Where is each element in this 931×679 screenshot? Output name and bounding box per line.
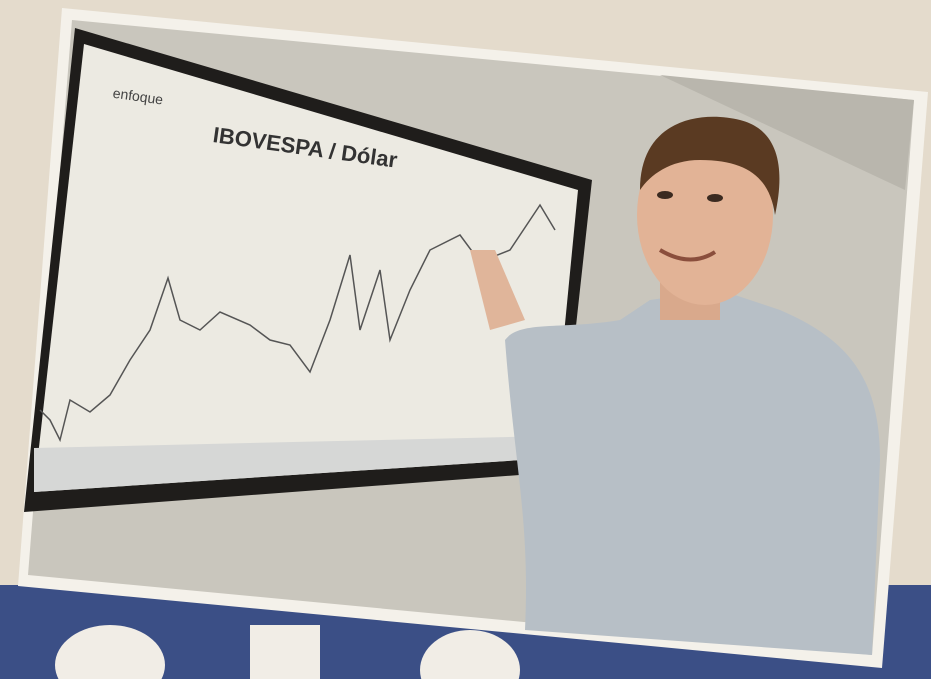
eye <box>707 194 723 202</box>
scene: enfoque IBOVESPA / Dólar <box>0 0 931 679</box>
eye <box>657 191 673 199</box>
page: enfoque IBOVESPA / Dólar (() => { const … <box>0 0 931 679</box>
shirt <box>505 290 880 655</box>
